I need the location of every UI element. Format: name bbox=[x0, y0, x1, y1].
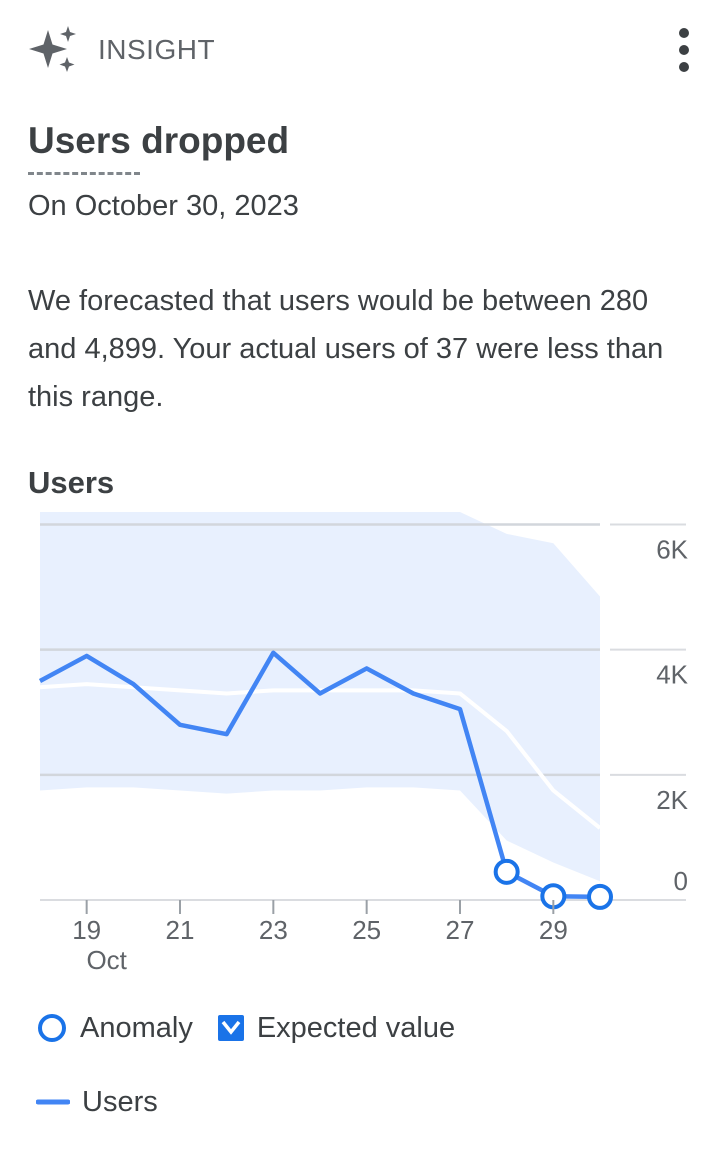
x-month-label: Oct bbox=[86, 945, 127, 975]
x-tick-label: 27 bbox=[446, 915, 475, 945]
anomaly-marker-icon bbox=[38, 1014, 66, 1042]
checkbox-checked-icon bbox=[217, 1015, 244, 1041]
insight-title[interactable]: Users dropped bbox=[28, 120, 290, 161]
insight-header: INSIGHT bbox=[28, 24, 698, 74]
insight-description: We forecasted that users would be betwee… bbox=[28, 285, 664, 413]
more-vert-icon bbox=[679, 28, 689, 38]
expected-value-line bbox=[39, 682, 602, 830]
x-tick-label: 23 bbox=[259, 915, 288, 945]
y-tick-label: 2K bbox=[656, 785, 688, 815]
more-options-button[interactable] bbox=[670, 28, 698, 72]
x-tick-label: 19 bbox=[72, 915, 101, 945]
legend-anomaly[interactable]: Anomaly bbox=[36, 1012, 193, 1045]
chart-title: Users bbox=[28, 465, 115, 500]
line-swatch-icon bbox=[36, 1099, 70, 1105]
title-dashed-underline bbox=[28, 172, 140, 175]
anomaly-point bbox=[493, 858, 520, 885]
legend-anomaly-label: Anomaly bbox=[80, 1011, 193, 1044]
legend-users[interactable]: Users bbox=[36, 1086, 158, 1119]
chart-legend: Anomaly Expected value bbox=[36, 1008, 479, 1048]
anomaly-point bbox=[587, 883, 613, 910]
legend-expected[interactable]: Expected value bbox=[217, 1012, 455, 1045]
y-tick-label: 4K bbox=[656, 660, 688, 690]
x-tick-label: 29 bbox=[539, 915, 568, 945]
sparkle-icon bbox=[29, 26, 76, 72]
x-tick-label: 21 bbox=[166, 915, 195, 945]
insight-label: INSIGHT bbox=[98, 34, 216, 65]
y-tick-label: 6K bbox=[656, 535, 688, 565]
chart-legend-series: Users bbox=[36, 1082, 182, 1122]
legend-expected-label: Expected value bbox=[256, 1011, 456, 1044]
legend-users-label: Users bbox=[82, 1085, 158, 1118]
insight-date: On October 30, 2023 bbox=[28, 190, 299, 222]
expected-range-band bbox=[40, 512, 600, 882]
x-tick-label: 25 bbox=[352, 915, 381, 945]
y-tick-label: 0 bbox=[674, 866, 688, 896]
users-chart[interactable]: 0 2K 4K 6K 19 21 23 25 27 29 Oct bbox=[0, 500, 726, 980]
